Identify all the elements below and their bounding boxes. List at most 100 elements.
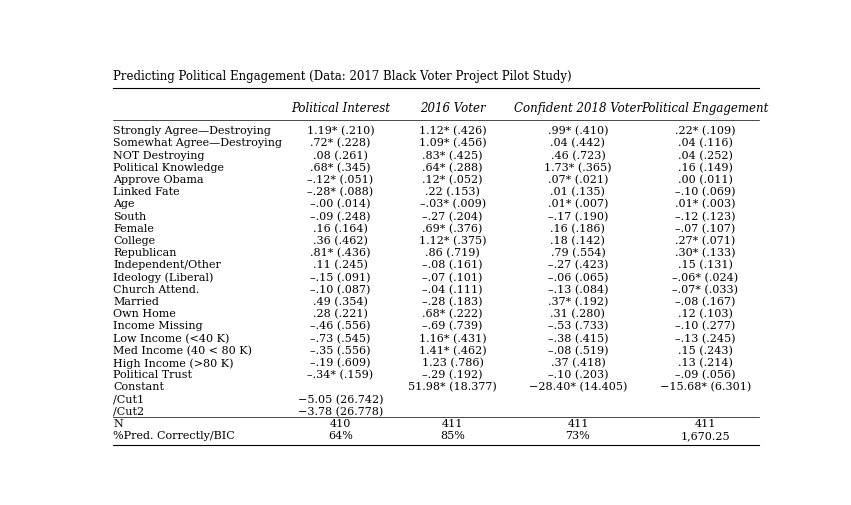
Text: Married: Married <box>113 296 159 307</box>
Text: 1,670.25: 1,670.25 <box>681 430 730 440</box>
Text: Political Trust: Political Trust <box>113 369 192 379</box>
Text: –.19 (.609): –.19 (.609) <box>311 357 371 368</box>
Text: 2016 Voter: 2016 Voter <box>420 102 485 115</box>
Text: .04 (.116): .04 (.116) <box>677 138 733 148</box>
Text: 1.23 (.786): 1.23 (.786) <box>422 357 483 368</box>
Text: −5.05 (26.742): −5.05 (26.742) <box>298 394 383 404</box>
Text: Independent/Other: Independent/Other <box>113 260 221 270</box>
Text: .31 (.280): .31 (.280) <box>551 309 605 319</box>
Text: .86 (.719): .86 (.719) <box>426 247 480 258</box>
Text: .83* (.425): .83* (.425) <box>422 150 483 161</box>
Text: –.03* (.009): –.03* (.009) <box>420 199 486 209</box>
Text: 1.16* (.431): 1.16* (.431) <box>419 333 487 343</box>
Text: 411: 411 <box>568 418 589 428</box>
Text: –.12 (.123): –.12 (.123) <box>675 211 735 221</box>
Text: −28.40* (14.405): −28.40* (14.405) <box>528 382 627 392</box>
Text: .07* (.021): .07* (.021) <box>548 175 608 185</box>
Text: –.35 (.556): –.35 (.556) <box>311 345 371 356</box>
Text: Confident 2018 Voter: Confident 2018 Voter <box>514 102 642 115</box>
Text: –.73 (.545): –.73 (.545) <box>311 333 371 343</box>
Text: 73%: 73% <box>566 430 591 440</box>
Text: .00 (.011): .00 (.011) <box>677 175 733 185</box>
Text: .37 (.418): .37 (.418) <box>551 357 605 368</box>
Text: .12 (.103): .12 (.103) <box>677 309 733 319</box>
Text: –.07* (.033): –.07* (.033) <box>672 284 738 294</box>
Text: .01* (.007): .01* (.007) <box>548 199 608 209</box>
Text: –.13 (.245): –.13 (.245) <box>675 333 735 343</box>
Text: 410: 410 <box>330 418 351 428</box>
Text: –.08 (.519): –.08 (.519) <box>548 345 608 356</box>
Text: .01* (.003): .01* (.003) <box>675 199 735 209</box>
Text: 1.09* (.456): 1.09* (.456) <box>419 138 487 148</box>
Text: .99* (.410): .99* (.410) <box>548 126 608 136</box>
Text: 1.41* (.462): 1.41* (.462) <box>419 345 487 356</box>
Text: –.34* (.159): –.34* (.159) <box>307 369 374 380</box>
Text: .01 (.135): .01 (.135) <box>551 187 605 197</box>
Text: –.07 (.101): –.07 (.101) <box>422 272 483 282</box>
Text: Church Attend.: Church Attend. <box>113 284 199 294</box>
Text: –.29 (.192): –.29 (.192) <box>422 369 483 380</box>
Text: .16 (.164): .16 (.164) <box>313 223 368 234</box>
Text: –.17 (.190): –.17 (.190) <box>548 211 608 221</box>
Text: .68* (.345): .68* (.345) <box>311 163 371 173</box>
Text: %Pred. Correctly/BIC: %Pred. Correctly/BIC <box>113 430 235 440</box>
Text: Republican: Republican <box>113 247 176 258</box>
Text: –.15 (.091): –.15 (.091) <box>311 272 371 282</box>
Text: –.04 (.111): –.04 (.111) <box>422 284 483 294</box>
Text: –.46 (.556): –.46 (.556) <box>311 321 371 331</box>
Text: .22 (.153): .22 (.153) <box>426 187 480 197</box>
Text: −15.68* (6.301): −15.68* (6.301) <box>660 382 751 392</box>
Text: .15 (.243): .15 (.243) <box>677 345 733 356</box>
Text: .36 (.462): .36 (.462) <box>313 235 368 246</box>
Text: Political Interest: Political Interest <box>291 102 390 115</box>
Text: –.53 (.733): –.53 (.733) <box>548 321 608 331</box>
Text: 1.19* (.210): 1.19* (.210) <box>306 126 374 136</box>
Text: Ideology (Liberal): Ideology (Liberal) <box>113 272 214 283</box>
Text: Age: Age <box>113 199 134 209</box>
Text: Own Home: Own Home <box>113 309 176 319</box>
Text: –.08 (.167): –.08 (.167) <box>675 296 735 307</box>
Text: Constant: Constant <box>113 382 164 391</box>
Text: .16 (.186): .16 (.186) <box>551 223 605 234</box>
Text: .79 (.554): .79 (.554) <box>551 247 605 258</box>
Text: Political Knowledge: Political Knowledge <box>113 163 224 172</box>
Text: .72* (.228): .72* (.228) <box>311 138 371 148</box>
Text: .11 (.245): .11 (.245) <box>313 260 368 270</box>
Text: –.28* (.088): –.28* (.088) <box>307 187 374 197</box>
Text: Approve Obama: Approve Obama <box>113 175 203 185</box>
Text: .28 (.221): .28 (.221) <box>313 309 368 319</box>
Text: NOT Destroying: NOT Destroying <box>113 150 204 160</box>
Text: –.07 (.107): –.07 (.107) <box>675 223 735 234</box>
Text: 1.12* (.375): 1.12* (.375) <box>419 235 487 246</box>
Text: Low Income (<40 K): Low Income (<40 K) <box>113 333 230 343</box>
Text: –.10 (.277): –.10 (.277) <box>675 321 735 331</box>
Text: .04 (.252): .04 (.252) <box>677 150 733 161</box>
Text: /Cut2: /Cut2 <box>113 406 144 416</box>
Text: –.38 (.415): –.38 (.415) <box>548 333 608 343</box>
Text: .16 (.149): .16 (.149) <box>677 163 733 173</box>
Text: N: N <box>113 418 123 428</box>
Text: –.27 (.423): –.27 (.423) <box>548 260 608 270</box>
Text: .46 (.723): .46 (.723) <box>551 150 605 161</box>
Text: .04 (.442): .04 (.442) <box>551 138 605 148</box>
Text: –.00 (.014): –.00 (.014) <box>311 199 371 209</box>
Text: .81* (.436): .81* (.436) <box>311 247 371 258</box>
Text: –.06* (.024): –.06* (.024) <box>672 272 739 282</box>
Text: .64* (.288): .64* (.288) <box>422 163 483 173</box>
Text: –.69 (.739): –.69 (.739) <box>422 321 483 331</box>
Text: .22* (.109): .22* (.109) <box>675 126 735 136</box>
Text: .69* (.376): .69* (.376) <box>422 223 483 234</box>
Text: .08 (.261): .08 (.261) <box>313 150 368 161</box>
Text: –.06 (.065): –.06 (.065) <box>548 272 608 282</box>
Text: 51.98* (18.377): 51.98* (18.377) <box>408 382 497 392</box>
Text: 1.12* (.426): 1.12* (.426) <box>419 126 487 136</box>
Text: South: South <box>113 211 146 221</box>
Text: –.10 (.203): –.10 (.203) <box>548 369 608 380</box>
Text: Linked Fate: Linked Fate <box>113 187 180 197</box>
Text: .12* (.052): .12* (.052) <box>422 175 483 185</box>
Text: .30* (.133): .30* (.133) <box>675 247 735 258</box>
Text: .68* (.222): .68* (.222) <box>422 309 483 319</box>
Text: Predicting Political Engagement (Data: 2017 Black Voter Project Pilot Study): Predicting Political Engagement (Data: 2… <box>113 70 572 83</box>
Text: –.13 (.084): –.13 (.084) <box>548 284 608 294</box>
Text: 64%: 64% <box>328 430 353 440</box>
